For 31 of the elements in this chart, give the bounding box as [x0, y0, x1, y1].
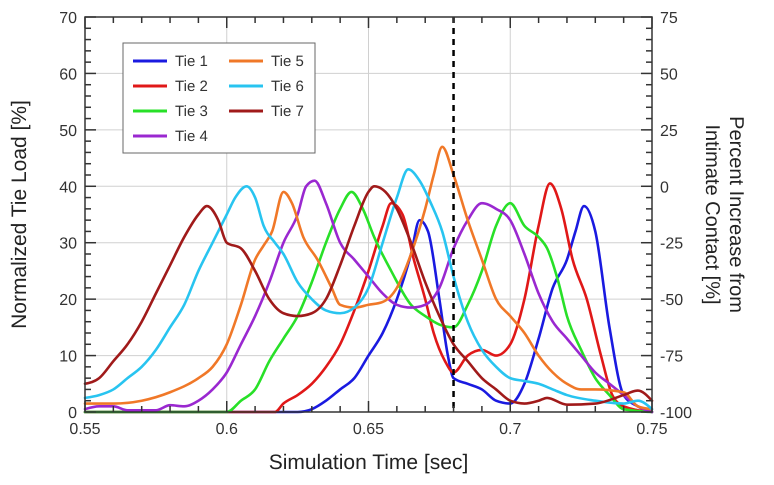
legend-label: Tie 4	[175, 128, 208, 145]
legend-label: Tie 3	[175, 103, 208, 120]
y2-tick-label: 0	[660, 179, 669, 196]
x-tick-label: 0.55	[69, 421, 101, 438]
legend-label: Tie 6	[271, 78, 304, 95]
y-tick-label: 20	[59, 292, 78, 310]
y-tick-label: 10	[59, 348, 78, 366]
y2-tick-label: -50	[660, 292, 684, 310]
x-axis-title: Simulation Time [sec]	[268, 451, 468, 474]
legend-label: Tie 2	[175, 78, 208, 95]
x-tick-label: 0.6	[216, 421, 238, 438]
y2-tick-label: 75	[660, 10, 678, 27]
legend-label: Tie 1	[175, 53, 208, 70]
legend-label: Tie 5	[271, 53, 304, 70]
y-tick-label: 30	[59, 236, 78, 253]
y2-tick-label: 25	[660, 122, 678, 140]
legend-label: Tie 7	[271, 103, 304, 120]
y2-tick-label: -75	[660, 348, 684, 366]
y2-axis-title: Percent Increase from Intimate Contact [%]	[701, 116, 747, 313]
y2-tick-label: -25	[660, 236, 684, 253]
y2-tick-label: 50	[660, 66, 678, 84]
y-tick-label: 40	[59, 179, 78, 196]
x-tick-label: 0.75	[636, 421, 668, 438]
y2-tick-label: -100	[660, 405, 692, 422]
y-tick-label: 60	[59, 66, 78, 84]
y-tick-label: 70	[59, 10, 78, 27]
y-tick-label: 50	[59, 122, 78, 140]
y-tick-label: 0	[68, 405, 78, 422]
x-tick-label: 0.7	[499, 421, 522, 438]
y-axis-title: Normalized Tie Load [%]	[8, 100, 31, 329]
x-tick-label: 0.65	[352, 421, 384, 438]
